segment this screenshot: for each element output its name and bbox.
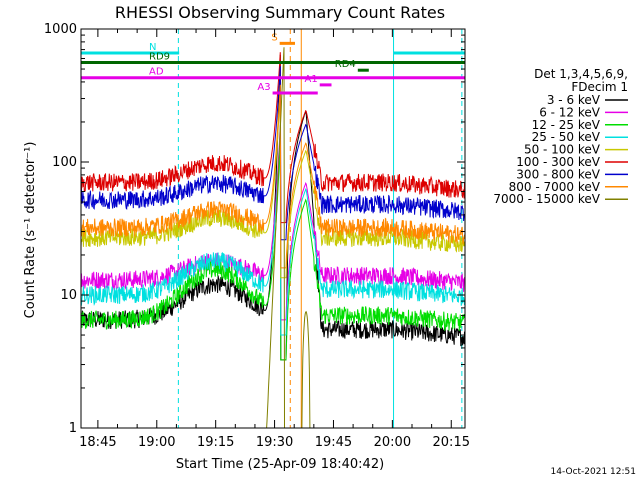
series-line [81,125,465,321]
x-tick-label: 20:15 [433,435,470,450]
legend-label: 3 - 6 keV [547,93,601,107]
x-tick-label: 19:00 [138,435,175,450]
chart-title: RHESSI Observing Summary Count Rates [115,3,445,22]
legend-label: 800 - 7000 keV [509,180,601,194]
series-line [81,84,465,269]
annotation-label: N [149,42,156,53]
footer-date: 14-Oct-2021 12:51 [551,467,636,477]
annotation-label: RD9 [149,51,170,62]
series-group [81,47,465,428]
y-tick-label: 100 [52,155,77,170]
axes: 1 10 100 1000 18:45 19:00 19:15 19:30 19:45 20:00… [44,22,470,450]
legend-label: 6 - 12 keV [539,105,601,119]
plot-area: N S RD9 RD4 AD A1 A3 [81,29,465,428]
x-tick-label: 18:45 [79,435,116,450]
annotation-label: AD [149,67,164,78]
annotation-label: A3 [257,82,270,93]
x-tick-label: 19:30 [256,435,293,450]
series-line [81,52,465,224]
series-line [81,92,465,279]
legend-header: Det 1,3,4,5,6,9, [534,67,628,81]
x-tick-label: 19:15 [197,435,234,450]
legend-label: 100 - 300 keV [516,155,600,169]
y-tick-label: 1000 [44,22,77,37]
legend-label: 12 - 25 keV [532,118,601,132]
x-tick-label: 19:45 [315,435,352,450]
legend-label: 50 - 100 keV [524,143,601,157]
series-line [81,142,465,361]
legend-label: 300 - 800 keV [516,167,600,181]
x-axis-label: Start Time (25-Apr-09 18:40:42) [176,457,384,472]
plot-frame [80,28,466,429]
legend-label: 7000 - 15000 keV [493,192,600,206]
legend-header: FDecim 1 [571,80,628,94]
y-tick-label: 10 [60,288,77,303]
series-line [81,131,465,336]
annotation-label: A1 [305,74,318,85]
y-tick-label: 1 [69,421,77,436]
legend-label: 25 - 50 keV [532,130,601,144]
x-tick-label: 20:00 [374,435,411,450]
series-line [251,47,314,428]
series-line [81,66,465,241]
y-axis-label: Count Rate (s⁻¹ detector⁻¹) [23,142,38,319]
annotation-label: RD4 [335,59,356,70]
annotation-label: S [271,32,277,43]
